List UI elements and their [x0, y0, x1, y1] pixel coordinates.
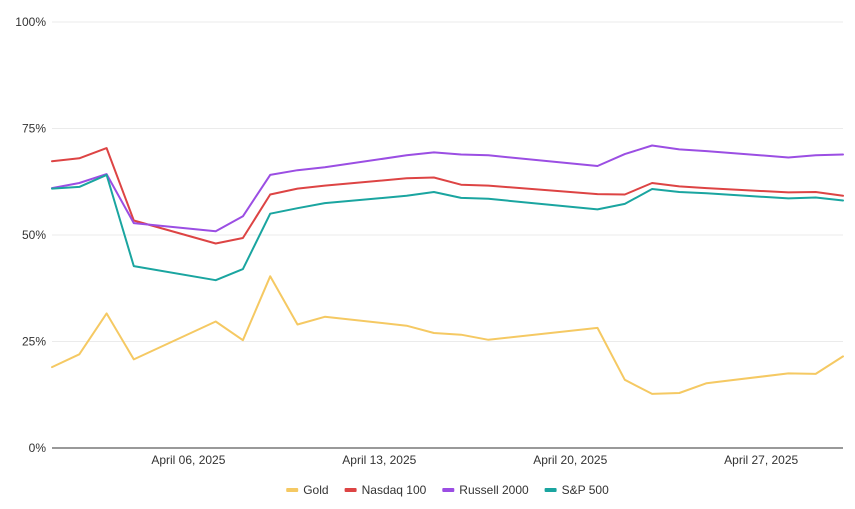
y-tick-label: 0% [29, 441, 47, 455]
x-tick-label: April 27, 2025 [724, 453, 798, 467]
legend-swatch [544, 488, 557, 492]
y-tick-label: 75% [22, 122, 46, 136]
series-line-gold [51, 275, 844, 395]
legend-label: Gold [303, 483, 328, 497]
series-line-s-p-500 [51, 173, 844, 282]
legend-label: S&P 500 [562, 483, 609, 497]
legend-swatch [344, 488, 357, 492]
legend-item[interactable]: Nasdaq 100 [344, 483, 427, 497]
legend-item[interactable]: S&P 500 [544, 483, 609, 497]
legend: Gold Nasdaq 100 Russell 2000 S&P 500 [286, 483, 609, 497]
legend-item[interactable]: Gold [286, 483, 329, 497]
legend-item[interactable]: Russell 2000 [442, 483, 529, 497]
y-tick-label: 50% [22, 228, 46, 242]
y-tick-label: 25% [22, 335, 46, 349]
x-tick-label: April 06, 2025 [151, 453, 225, 467]
series-line-nasdaq-100 [51, 147, 844, 245]
legend-swatch [442, 488, 455, 492]
axes: 0% 25% 50% 75% 100% April 06, 2025 April 13, 2… [15, 15, 843, 467]
series-lines [51, 144, 844, 395]
x-tick-label: April 13, 2025 [342, 453, 416, 467]
y-tick-label: 100% [15, 15, 46, 29]
x-tick-label: April 20, 2025 [533, 453, 607, 467]
legend-swatch [286, 488, 299, 492]
legend-label: Nasdaq 100 [362, 483, 427, 497]
legend-label: Russell 2000 [459, 483, 529, 497]
series-line-russell-2000 [51, 144, 844, 233]
